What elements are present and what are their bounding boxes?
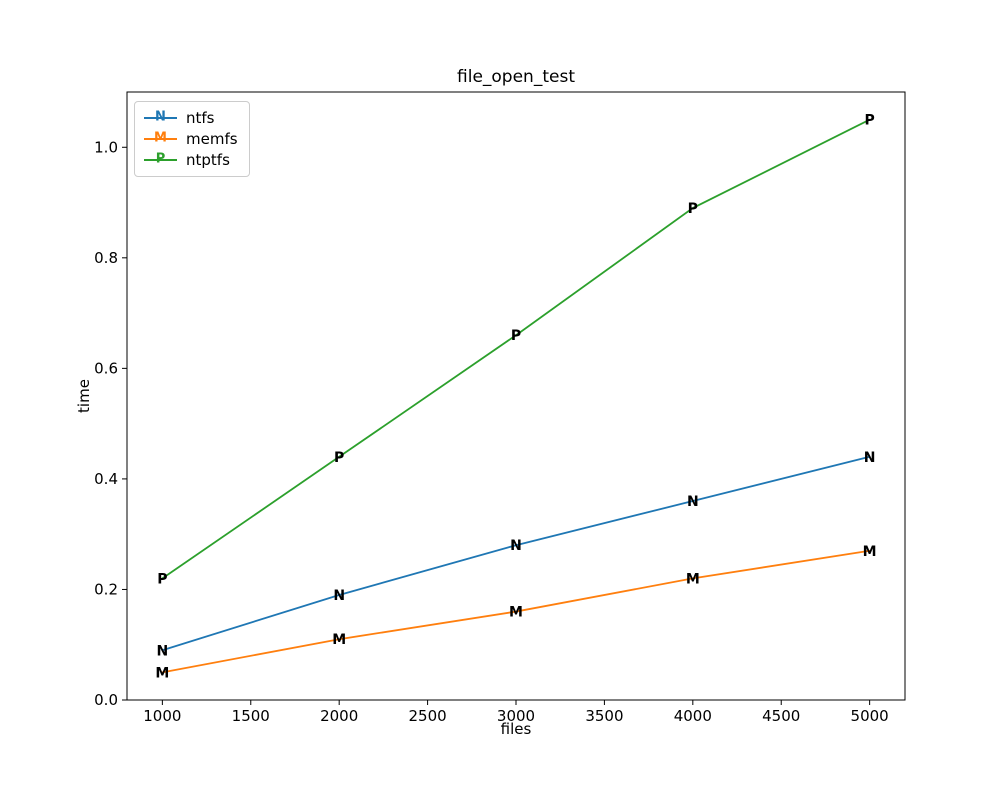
marker-ntfs-2000: N: [333, 588, 345, 604]
legend-label-ntptfs: ntptfs: [186, 151, 230, 169]
y-tick-label: 1.0: [94, 138, 118, 156]
legend-line-sample: N: [144, 109, 177, 126]
y-tick-label: 0.8: [94, 249, 118, 267]
y-axis-label: time: [75, 379, 93, 413]
legend-marker-m-icon: M: [154, 130, 167, 146]
x-tick-label: 3500: [585, 707, 623, 725]
marker-ntfs-1000: N: [157, 643, 169, 659]
marker-ntfs-3000: N: [510, 538, 522, 554]
series-line-ntfs: [161, 455, 871, 652]
marker-ntptfs-1000: P: [157, 571, 167, 587]
chart-title: file_open_test: [457, 67, 575, 87]
x-tick-label: 3000: [497, 707, 535, 725]
x-tick-label: 5000: [851, 707, 889, 725]
marker-ntfs-5000: N: [864, 450, 876, 466]
y-tick-label: 0.2: [94, 580, 118, 598]
marker-ntptfs-2000: P: [334, 450, 344, 466]
legend-label-ntfs: ntfs: [186, 109, 215, 127]
marker-ntptfs-3000: P: [511, 328, 521, 344]
x-tick-label: 4500: [762, 707, 800, 725]
series-line-memfs: [161, 549, 871, 674]
legend-sample-line: [144, 159, 177, 161]
x-tick-label: 2000: [320, 707, 358, 725]
x-axis-label: files: [500, 720, 532, 738]
marker-ntptfs-4000: P: [688, 201, 698, 217]
legend-marker-n-icon: N: [155, 109, 166, 125]
series-line-ntptfs: [161, 118, 871, 580]
marker-ntfs-4000: N: [687, 494, 699, 510]
x-tick-label: 2500: [408, 707, 446, 725]
legend-marker-p-icon: P: [155, 151, 166, 167]
marker-ntptfs-5000: P: [865, 113, 875, 129]
legend-line-sample: P: [144, 151, 177, 168]
legend-line-sample: M: [144, 130, 177, 147]
y-tick-label: 0.6: [94, 359, 118, 377]
legend-sample-line: [144, 117, 177, 119]
x-tick-label: 1000: [143, 707, 181, 725]
y-tick-label: 0.4: [94, 470, 118, 488]
x-tick-label: 4000: [674, 707, 712, 725]
x-tick-label: 1500: [232, 707, 270, 725]
y-tick-label: 0.0: [94, 691, 118, 709]
marker-memfs-2000: M: [332, 632, 346, 648]
marker-memfs-5000: M: [863, 544, 877, 560]
marker-memfs-3000: M: [509, 605, 523, 621]
marker-memfs-1000: M: [155, 665, 169, 681]
legend-sample-line: [144, 138, 177, 140]
marker-memfs-4000: M: [686, 571, 700, 587]
legend-label-memfs: memfs: [186, 130, 238, 148]
